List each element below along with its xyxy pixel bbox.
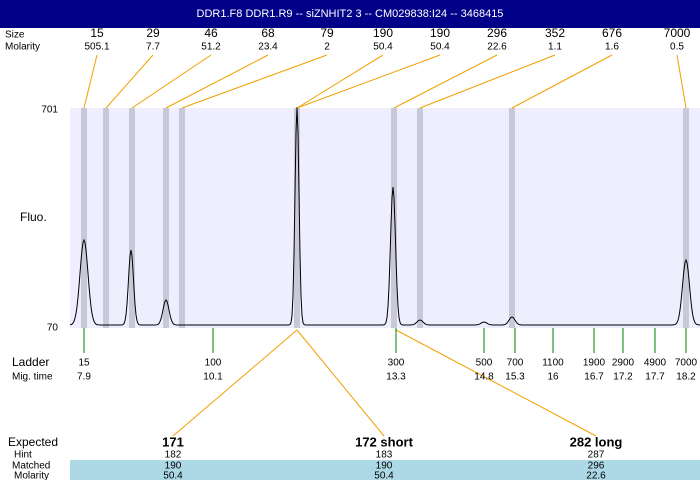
peak-size: 15: [90, 26, 104, 40]
peak-link: [419, 54, 556, 109]
ladder-label: Ladder: [12, 355, 49, 369]
peak-band: [103, 108, 109, 328]
ladder-time: 7.9: [77, 372, 91, 383]
link-line: [172, 329, 298, 437]
peak-molarity: 1.6: [605, 42, 619, 53]
molarity-row-label: Molarity: [14, 471, 49, 480]
plot-area: [70, 108, 700, 328]
ladder-size: 2900: [612, 358, 635, 369]
peak-link: [296, 54, 384, 109]
ladder-size: 4900: [644, 358, 667, 369]
title-bar: [0, 0, 700, 28]
ladder-time: 13.3: [386, 372, 406, 383]
peak-molarity: 7.7: [146, 42, 160, 53]
peak-band: [179, 108, 185, 328]
peak-link: [165, 54, 269, 109]
peak-molarity: 1.1: [548, 42, 562, 53]
ladder-time: 17.2: [613, 372, 633, 383]
molarity-value: 50.4: [163, 471, 183, 480]
molarity-value: 50.4: [374, 471, 394, 480]
molarity-label: Molarity: [5, 42, 40, 53]
peak-link: [676, 54, 687, 109]
ladder-time: 16.7: [584, 372, 604, 383]
y-axis-label: Fluo.: [20, 210, 47, 224]
ladder-size: 500: [476, 358, 493, 369]
matched-value: 190: [165, 461, 182, 472]
peak-molarity: 22.6: [487, 42, 507, 53]
peak-molarity: 51.2: [201, 42, 221, 53]
peak-band: [683, 108, 689, 328]
size-label: Size: [5, 30, 25, 41]
link-line: [395, 329, 597, 437]
ladder-size: 7000: [675, 358, 698, 369]
ladder-time: 17.7: [645, 372, 665, 383]
peak-band: [129, 108, 135, 328]
hint-label: Hint: [14, 450, 32, 461]
expected-label: Expected: [8, 435, 58, 449]
ladder-size: 1900: [583, 358, 606, 369]
peak-band: [294, 108, 300, 328]
peak-link: [131, 54, 212, 109]
ladder-size: 700: [507, 358, 524, 369]
peak-molarity: 50.4: [373, 42, 393, 53]
y-top-label: 701: [41, 105, 58, 116]
peak-size: 46: [204, 26, 218, 40]
expected-label: 282 long: [570, 434, 623, 449]
trace: [69, 106, 700, 326]
matched-value: 296: [588, 461, 605, 472]
peak-size: 79: [320, 26, 334, 40]
peak-molarity: 2: [324, 42, 330, 53]
ladder-time: 18.2: [676, 372, 696, 383]
matched-value: 190: [376, 461, 393, 472]
peak-size: 296: [487, 26, 507, 40]
hint-value: 287: [588, 450, 605, 461]
peak-link: [105, 54, 154, 109]
peak-link: [181, 54, 328, 109]
hint-value: 182: [165, 450, 182, 461]
expected-label: 172 short: [355, 434, 413, 449]
peak-band: [391, 108, 397, 328]
peak-size: 29: [146, 26, 160, 40]
ladder-size: 1100: [542, 358, 564, 369]
migration-time-label: Mig. time: [12, 372, 53, 383]
molarity-value: 22.6: [586, 471, 606, 480]
matched-band: [70, 460, 700, 480]
peak-band: [417, 108, 423, 328]
peak-band: [81, 108, 87, 328]
peak-link: [83, 54, 98, 109]
title: DDR1.F8 DDR1.R9 -- siZNHIT2 3 -- CM02983…: [197, 8, 504, 20]
ladder-time: 14.8: [474, 372, 494, 383]
hint-value: 183: [376, 450, 393, 461]
peak-size: 7000: [664, 26, 691, 40]
ladder-time: 15.3: [505, 372, 525, 383]
matched-label: Matched: [12, 461, 50, 472]
peak-size: 190: [373, 26, 393, 40]
ladder-size: 15: [78, 358, 90, 369]
peak-link: [296, 54, 441, 109]
y-bottom-label: 70: [47, 323, 59, 334]
peak-molarity: 23.4: [258, 42, 278, 53]
peak-molarity: 0.5: [670, 42, 684, 53]
peak-link: [393, 54, 498, 109]
ladder-time: 10.1: [203, 372, 223, 383]
peak-band: [509, 108, 515, 328]
peak-size: 68: [261, 26, 275, 40]
peak-size: 676: [602, 26, 622, 40]
peak-band: [163, 108, 169, 328]
peak-size: 190: [430, 26, 450, 40]
expected-label: 171: [162, 434, 184, 449]
ladder-time: 16: [547, 372, 559, 383]
peak-link: [511, 54, 613, 109]
ladder-size: 100: [205, 358, 222, 369]
peak-size: 352: [545, 26, 565, 40]
link-line: [296, 329, 385, 437]
peak-molarity: 505.1: [84, 42, 109, 53]
peak-molarity: 50.4: [430, 42, 450, 53]
ladder-size: 300: [388, 358, 405, 369]
